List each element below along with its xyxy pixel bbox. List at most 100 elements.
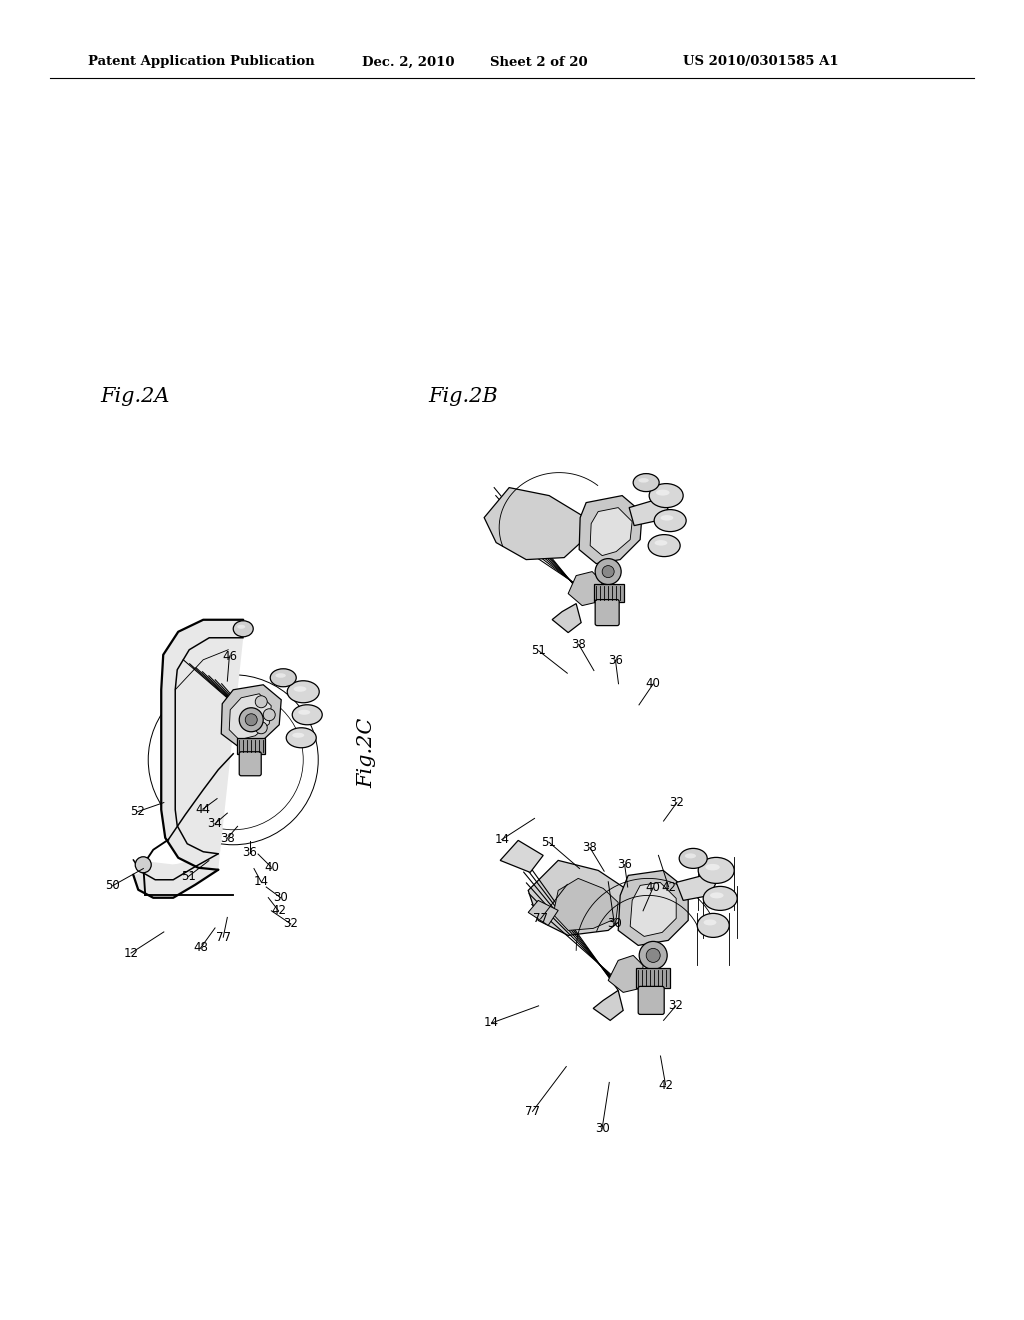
Polygon shape [580,495,642,564]
FancyBboxPatch shape [238,738,265,754]
Text: Fig.2A: Fig.2A [100,387,170,405]
Circle shape [602,565,614,578]
Text: 30: 30 [273,891,288,904]
Circle shape [255,696,267,708]
FancyBboxPatch shape [638,986,665,1014]
Polygon shape [221,685,282,746]
Text: 40: 40 [646,880,660,894]
Text: Patent Application Publication: Patent Application Publication [88,55,314,69]
Circle shape [639,941,668,969]
Text: 34: 34 [208,817,222,830]
Text: 38: 38 [220,832,234,845]
Polygon shape [618,870,688,945]
Text: 14: 14 [254,875,268,888]
Polygon shape [229,694,271,739]
Polygon shape [484,487,586,560]
Polygon shape [630,882,676,936]
Circle shape [263,709,275,721]
Ellipse shape [292,733,304,738]
FancyBboxPatch shape [594,583,625,602]
Text: 51: 51 [181,870,196,883]
Text: 12: 12 [124,946,138,960]
Ellipse shape [294,686,306,692]
Ellipse shape [656,490,670,495]
Ellipse shape [706,863,720,870]
Text: 48: 48 [194,941,208,954]
Text: 32: 32 [284,917,298,931]
Polygon shape [500,841,543,873]
Ellipse shape [648,535,680,557]
Ellipse shape [698,858,734,883]
Ellipse shape [275,673,286,677]
Ellipse shape [633,474,659,491]
Polygon shape [552,603,582,632]
Polygon shape [593,990,624,1020]
Text: 38: 38 [571,638,586,651]
Polygon shape [528,861,633,936]
Ellipse shape [238,624,245,628]
Text: 40: 40 [646,677,660,690]
Ellipse shape [660,515,674,520]
Polygon shape [133,854,218,898]
Text: 32: 32 [670,796,684,809]
Text: Sheet 2 of 20: Sheet 2 of 20 [490,55,588,69]
Ellipse shape [710,892,724,899]
Circle shape [135,857,152,873]
Polygon shape [553,878,618,931]
Ellipse shape [287,681,319,702]
Ellipse shape [270,669,296,686]
Ellipse shape [287,727,316,747]
Ellipse shape [292,705,323,725]
Text: 42: 42 [271,904,286,917]
Ellipse shape [685,854,696,858]
Text: 14: 14 [484,1016,499,1030]
Polygon shape [590,508,632,556]
Text: 51: 51 [531,644,546,657]
Ellipse shape [679,849,708,869]
Ellipse shape [697,913,729,937]
Text: 77: 77 [216,931,230,944]
Circle shape [245,714,257,726]
Ellipse shape [654,540,668,545]
Ellipse shape [703,887,737,911]
Ellipse shape [298,710,310,714]
Text: 14: 14 [495,833,509,846]
Text: 52: 52 [130,805,144,818]
Ellipse shape [703,920,717,925]
Text: Fig.2C: Fig.2C [357,717,376,788]
Text: US 2010/0301585 A1: US 2010/0301585 A1 [683,55,839,69]
Text: 30: 30 [607,917,622,931]
Text: 50: 50 [105,879,120,892]
Text: Dec. 2, 2010: Dec. 2, 2010 [362,55,455,69]
Ellipse shape [649,483,683,508]
FancyBboxPatch shape [240,752,261,776]
Text: 44: 44 [196,803,210,816]
FancyBboxPatch shape [595,599,620,626]
Ellipse shape [638,478,649,483]
Ellipse shape [233,620,253,636]
Circle shape [595,558,622,585]
Text: 77: 77 [534,912,548,925]
Polygon shape [629,499,668,525]
Text: 42: 42 [658,1078,673,1092]
Text: 38: 38 [583,841,597,854]
Text: 32: 32 [669,999,683,1012]
Polygon shape [528,900,558,925]
Text: 46: 46 [222,649,237,663]
Ellipse shape [654,510,686,532]
Text: 40: 40 [264,861,279,874]
Text: 36: 36 [243,846,257,859]
Polygon shape [608,956,643,993]
Text: 36: 36 [608,653,623,667]
Polygon shape [568,572,602,606]
Circle shape [240,708,263,731]
Text: 42: 42 [662,880,676,894]
Circle shape [646,948,660,962]
Polygon shape [676,875,716,900]
Circle shape [255,722,267,734]
Text: Fig.2B: Fig.2B [428,387,498,405]
FancyBboxPatch shape [636,969,670,989]
Polygon shape [161,620,244,870]
Text: 30: 30 [595,1122,609,1135]
Text: 77: 77 [525,1105,540,1118]
